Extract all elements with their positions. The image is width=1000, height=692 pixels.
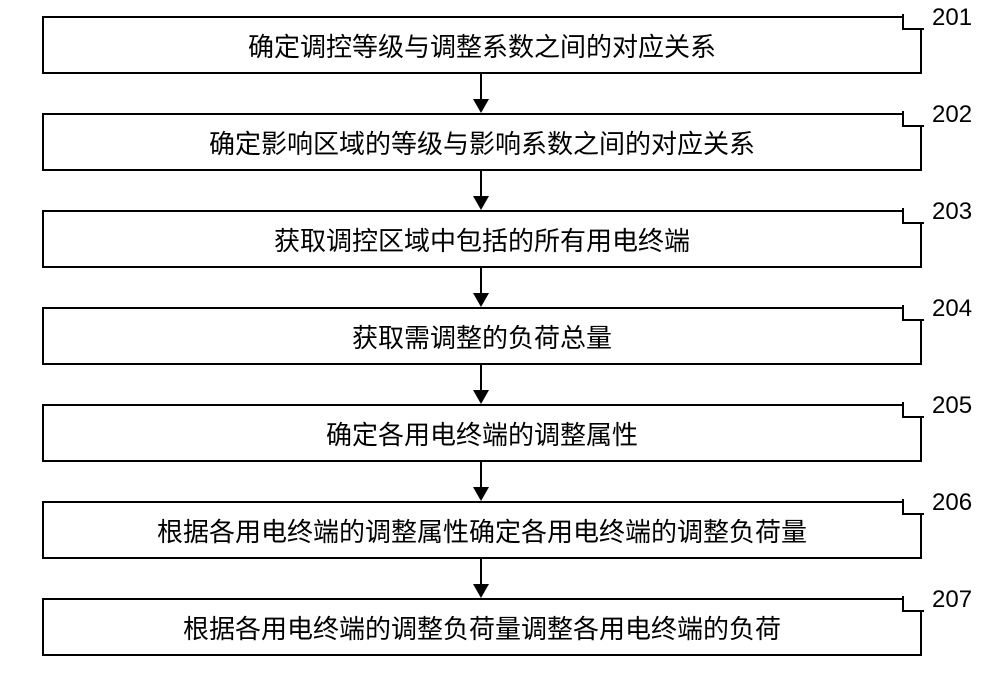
label-notch <box>902 596 924 612</box>
flow-step: 获取需调整的负荷总量 <box>42 307 922 365</box>
arrow-shaft <box>480 268 482 293</box>
arrow-shaft <box>480 365 482 390</box>
step-number-label: 204 <box>932 295 972 323</box>
step-number-label: 206 <box>932 489 972 517</box>
arrow-head-icon <box>473 196 489 210</box>
flow-step-text: 根据各用电终端的调整负荷量调整各用电终端的负荷 <box>183 609 781 646</box>
arrow-head-icon <box>473 293 489 307</box>
step-number-label: 202 <box>932 101 972 129</box>
arrow-head-icon <box>473 99 489 113</box>
step-number-label: 201 <box>932 4 972 32</box>
flow-step: 确定各用电终端的调整属性 <box>42 404 922 462</box>
arrow-head-icon <box>473 487 489 501</box>
arrow-shaft <box>480 171 482 196</box>
arrow-shaft <box>480 462 482 487</box>
flow-step-text: 获取需调整的负荷总量 <box>352 318 612 355</box>
flow-step: 根据各用电终端的调整属性确定各用电终端的调整负荷量 <box>42 501 922 559</box>
flowchart-canvas: 确定调控等级与调整系数之间的对应关系 201 确定影响区域的等级与影响系数之间的对应… <box>0 0 1000 692</box>
flow-step-text: 根据各用电终端的调整属性确定各用电终端的调整负荷量 <box>157 512 807 549</box>
label-notch <box>902 14 924 30</box>
label-notch <box>902 208 924 224</box>
flow-step-text: 确定调控等级与调整系数之间的对应关系 <box>248 27 716 64</box>
step-number-label: 205 <box>932 392 972 420</box>
label-notch <box>902 305 924 321</box>
label-notch <box>902 402 924 418</box>
arrow-shaft <box>480 559 482 584</box>
flow-step: 根据各用电终端的调整负荷量调整各用电终端的负荷 <box>42 598 922 656</box>
flow-step: 确定影响区域的等级与影响系数之间的对应关系 <box>42 113 922 171</box>
step-number-label: 207 <box>932 586 972 614</box>
arrow-head-icon <box>473 390 489 404</box>
flow-step-text: 获取调控区域中包括的所有用电终端 <box>274 221 690 258</box>
flow-step: 获取调控区域中包括的所有用电终端 <box>42 210 922 268</box>
arrow-shaft <box>480 74 482 99</box>
flow-step-text: 确定影响区域的等级与影响系数之间的对应关系 <box>209 124 755 161</box>
label-notch <box>902 499 924 515</box>
flow-step-text: 确定各用电终端的调整属性 <box>326 415 638 452</box>
arrow-head-icon <box>473 584 489 598</box>
label-notch <box>902 111 924 127</box>
flow-step: 确定调控等级与调整系数之间的对应关系 <box>42 16 922 74</box>
step-number-label: 203 <box>932 198 972 226</box>
